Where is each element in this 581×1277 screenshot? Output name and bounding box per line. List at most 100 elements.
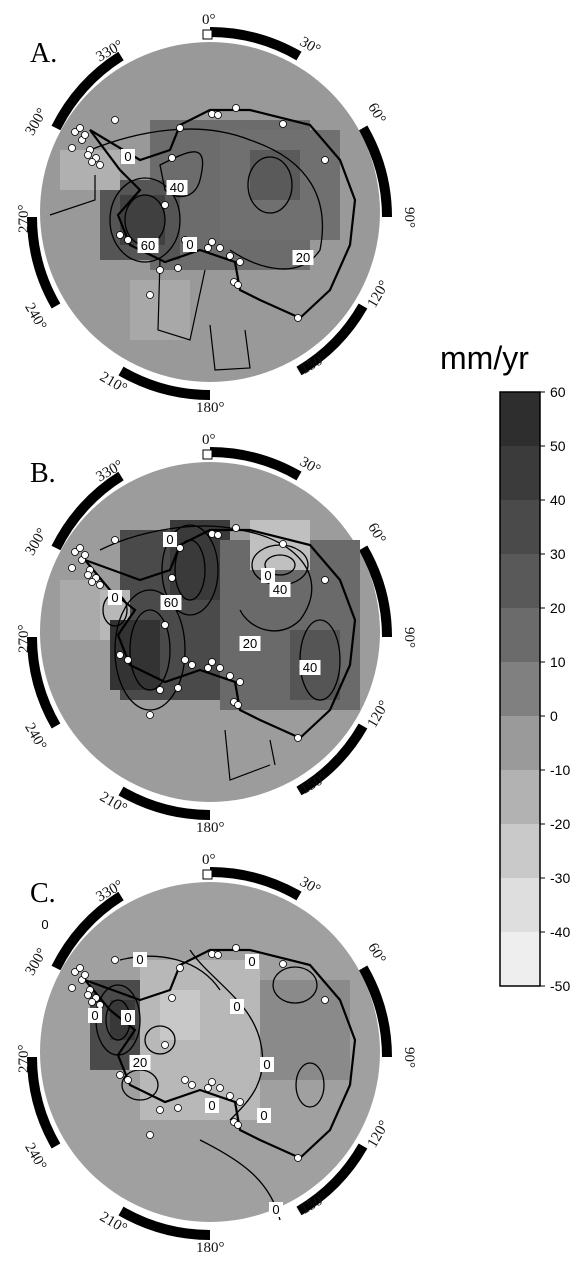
station-dot [174,684,182,692]
station-dot [76,964,84,972]
station-dot [116,651,124,659]
north-marker-b [202,449,213,460]
contour-label-bg [137,238,159,253]
station-dot [208,1078,216,1086]
contour-label: 0 [186,237,193,252]
station-dot [111,956,119,964]
contour-label-bg [88,1008,102,1023]
north-marker-a [202,29,213,40]
contour-label: 0 [233,999,240,1014]
station-dot [176,124,184,132]
station-dot [71,968,79,976]
lon-label-270: 270° [16,205,32,234]
panel-label-c: C. [30,878,56,909]
station-dot [226,252,234,260]
station-dot [226,1092,234,1100]
station-dot [188,1081,196,1089]
contours-a [89,128,324,270]
contour-label: 0 [272,1202,279,1217]
legend-swatch [500,608,540,662]
station-dot [321,576,329,584]
legend-swatch [500,932,540,986]
contour-label-bg [205,1098,219,1113]
station-dots-b [68,524,329,742]
lon-label-300: 300° [23,946,51,979]
station-dot [168,574,176,582]
station-dot [146,1131,154,1139]
lon-label-180: 180° [196,1240,225,1256]
station-dot [279,960,287,968]
station-dots-a [68,104,329,322]
station-dot [156,266,164,274]
station-dot [232,944,240,952]
legend-tick-label: 40 [550,492,566,508]
lon-label-60: 60° [364,940,388,966]
station-dot [88,998,96,1006]
station-dot [204,1084,212,1092]
legend-tick-label: -30 [550,870,570,886]
contour-label: 40 [273,582,287,597]
station-dot [188,661,196,669]
station-dot [294,1154,302,1162]
contour-label-bg [230,999,244,1014]
station-dot [214,111,222,119]
station-dot [204,664,212,672]
contour-labels-c: 0 0 0 0 0 0 20 0 0 0 0 [38,917,283,1217]
station-dot [181,1076,189,1084]
legend-ticks: 60 50 40 30 20 10 0 -10 -20 -30 -40 -50 [540,384,570,994]
legend-swatch [500,824,540,878]
contour-label: 0 [136,952,143,967]
station-dot [294,314,302,322]
station-dot [232,524,240,532]
station-dot [174,1104,182,1112]
station-dot [124,236,132,244]
contour-label: 0 [263,1057,270,1072]
contour-label-bg [261,568,275,583]
lon-label-120: 120° [365,1118,393,1151]
legend-title: mm/yr [440,340,529,376]
station-dot [71,548,79,556]
contour-label-bg [257,1108,271,1123]
lon-label-30: 30° [297,454,323,478]
lon-label-240: 240° [21,300,49,333]
station-dots-c [68,944,329,1162]
legend-tick-label: 30 [550,546,566,562]
station-dot [214,531,222,539]
station-dot [84,151,92,159]
contour-label: 0 [41,917,48,932]
station-dot [161,1041,169,1049]
lon-label-0: 0° [202,852,216,868]
station-dot [161,201,169,209]
station-dot [81,551,89,559]
legend-swatch [500,554,540,608]
station-dot [124,656,132,664]
legend-border [499,391,541,987]
legend-swatch [500,500,540,554]
contour-label: 0 [264,568,271,583]
contour-label-bg [129,1055,151,1070]
lon-label-90: 90° [401,1047,417,1068]
station-dot [116,1071,124,1079]
north-marker-c [202,869,213,880]
contour-label-bg [163,532,177,547]
frame-arcs-b [27,447,392,820]
station-dot [236,678,244,686]
station-dot [234,701,242,709]
station-dot [111,536,119,544]
contour-label-bg [160,595,182,610]
lon-label-0: 0° [202,12,216,28]
legend-colorbar: 60 50 40 30 20 10 0 -10 -20 -30 -40 -50 [499,384,570,994]
contour-label: 0 [124,1010,131,1025]
contour-label-bg [299,660,321,675]
station-dot [156,1106,164,1114]
contour-label: 0 [124,149,131,164]
contour-label: 60 [164,595,178,610]
lon-label-90: 90° [401,207,417,228]
contours-c [95,949,325,1221]
contour-label: 40 [170,180,184,195]
station-dot [214,951,222,959]
coastline-a [89,108,357,320]
station-dot [124,1076,132,1084]
station-dot [176,964,184,972]
